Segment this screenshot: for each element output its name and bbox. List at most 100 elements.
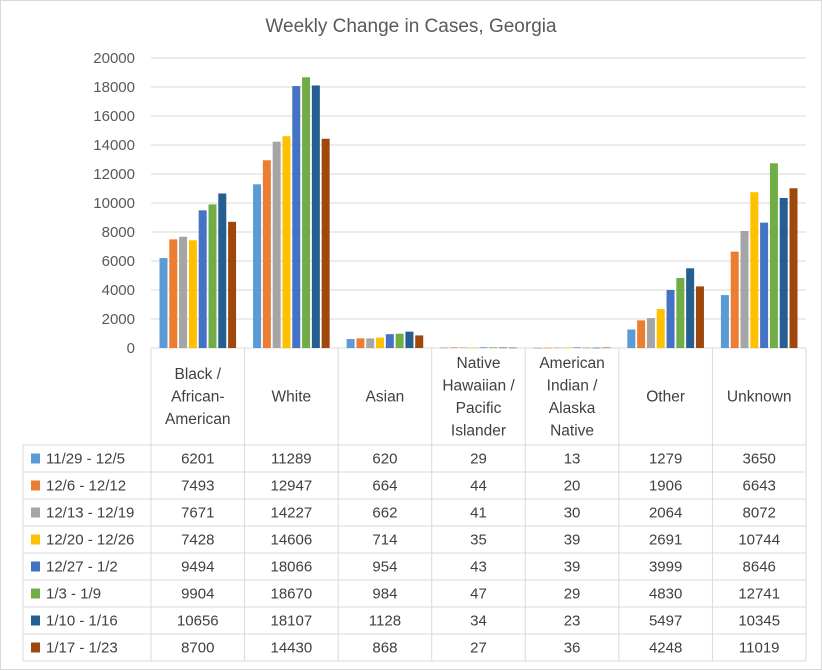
bar	[440, 347, 449, 349]
bar	[188, 240, 197, 348]
bar	[469, 347, 478, 349]
data-label: 9904	[181, 586, 214, 603]
category-label: American	[539, 355, 604, 372]
data-label: 14227	[270, 505, 312, 522]
bar	[311, 85, 320, 349]
bar	[450, 347, 458, 348]
bar	[720, 295, 729, 348]
data-label: 14606	[270, 532, 312, 549]
bar	[159, 258, 168, 348]
data-label: 4830	[649, 586, 682, 603]
y-tick-label: 20000	[93, 50, 135, 67]
bar	[563, 347, 572, 349]
bar	[553, 347, 562, 349]
data-label: 30	[564, 505, 581, 522]
bar	[385, 334, 394, 348]
data-label: 14430	[270, 640, 312, 657]
data-label: 1906	[649, 478, 682, 495]
data-label: 39	[564, 559, 581, 576]
bar	[533, 347, 542, 349]
y-tick-label: 16000	[93, 108, 135, 125]
y-tick-label: 0	[127, 340, 135, 357]
data-label: 6201	[181, 451, 214, 468]
y-tick-label: 18000	[93, 79, 135, 96]
bar	[169, 239, 178, 348]
bar	[508, 347, 517, 349]
category-label: Indian /	[547, 377, 599, 394]
category-label: Alaska	[549, 400, 596, 417]
bar	[415, 335, 424, 348]
bar	[292, 86, 301, 348]
y-tick-label: 10000	[93, 195, 135, 212]
data-label: 984	[372, 586, 397, 603]
data-label: 18670	[270, 586, 312, 603]
data-label: 8072	[743, 505, 776, 522]
legend-swatch	[31, 507, 40, 518]
bar	[459, 347, 468, 349]
category-label: Unknown	[727, 389, 792, 406]
bar	[321, 138, 330, 348]
category-label: Native	[457, 355, 501, 372]
bar	[218, 193, 227, 348]
data-label: 35	[470, 532, 487, 549]
bar	[740, 230, 749, 348]
data-label: 714	[372, 532, 397, 549]
data-label: 620	[372, 451, 397, 468]
category-label: Native	[550, 422, 594, 439]
legend-swatch	[31, 615, 40, 626]
bar	[572, 347, 581, 349]
bar	[395, 333, 404, 348]
bar	[499, 347, 507, 349]
bar	[789, 188, 798, 348]
bar	[543, 347, 552, 349]
legend-swatch	[31, 453, 40, 464]
bar	[646, 318, 655, 348]
data-label: 34	[470, 613, 487, 630]
data-label: 29	[564, 586, 581, 603]
bar	[750, 192, 759, 348]
category-label: African-	[171, 389, 224, 406]
legend-label: 11/29 - 12/5	[46, 451, 125, 468]
data-label: 27	[470, 640, 487, 657]
data-label: 9494	[181, 559, 214, 576]
data-label: 6643	[743, 478, 776, 495]
y-tick-label: 8000	[102, 224, 135, 241]
data-label: 7671	[181, 505, 214, 522]
bar	[489, 347, 498, 348]
data-label: 8700	[181, 640, 214, 657]
bar	[602, 347, 611, 349]
data-label: 2064	[649, 505, 682, 522]
bar	[253, 184, 262, 348]
data-label: 3650	[743, 451, 776, 468]
bar	[366, 338, 375, 348]
data-table: Black / African- American White Asian Native H…	[22, 348, 807, 662]
data-label: 1279	[649, 451, 682, 468]
bar	[760, 222, 769, 348]
bar	[656, 308, 665, 348]
bars	[159, 77, 798, 349]
data-label: 2691	[649, 532, 682, 549]
legend-label: 12/6 - 12/12	[46, 478, 126, 495]
y-tick-label: 4000	[102, 282, 135, 299]
data-label: 662	[372, 505, 397, 522]
chart-title: Weekly Change in Cases, Georgia	[265, 16, 557, 37]
legend-label: 12/13 - 12/19	[46, 505, 134, 522]
bar	[262, 160, 271, 348]
legend-label: 1/3 - 1/9	[46, 586, 101, 603]
y-tick-label: 6000	[102, 253, 135, 270]
category-label: Islander	[451, 422, 506, 439]
data-label: 10656	[177, 613, 219, 630]
bar	[302, 77, 311, 348]
bar	[479, 347, 488, 348]
legend-swatch	[31, 588, 40, 599]
data-label: 18066	[270, 559, 312, 576]
bar	[346, 339, 355, 348]
data-label: 868	[372, 640, 397, 657]
data-label: 12741	[738, 586, 780, 603]
bar	[676, 277, 685, 348]
bar	[637, 320, 646, 348]
data-label: 1128	[369, 613, 401, 630]
data-label: 11019	[739, 640, 780, 657]
bar	[376, 337, 385, 348]
